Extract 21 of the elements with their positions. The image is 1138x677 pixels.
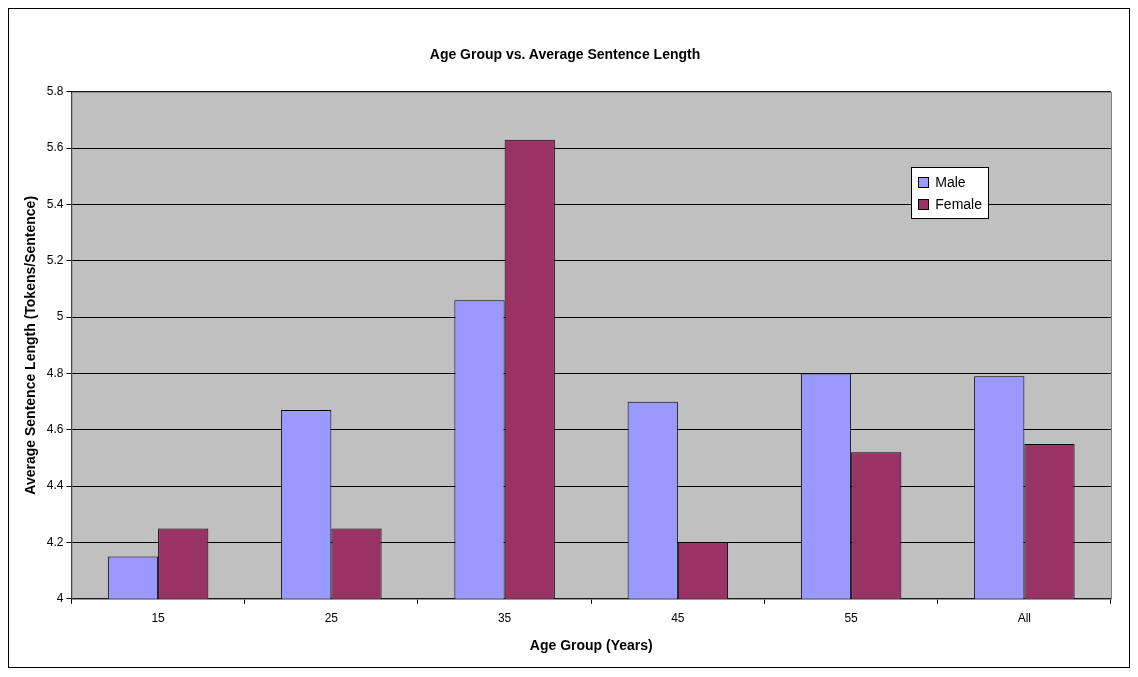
chart-title: Age Group vs. Average Sentence Length: [429, 46, 701, 63]
x-tick-label: All: [1017, 611, 1032, 626]
x-tick-label: 15: [151, 611, 166, 626]
x-tick-label: 55: [844, 611, 859, 626]
y-tick-label: 5.4: [46, 196, 64, 211]
legend-label: Female: [935, 195, 982, 214]
x-tick-label: 45: [671, 611, 685, 626]
x-axis-title: Age Group (Years): [529, 637, 653, 654]
y-tick-label: 4.6: [46, 422, 64, 437]
y-tick-label: 4.4: [46, 478, 64, 493]
legend-label: Male: [935, 173, 966, 192]
y-tick-label: 5.8: [46, 84, 64, 99]
y-tick-label: 5.6: [46, 140, 64, 155]
y-tick-label: 5: [56, 309, 64, 324]
y-axis-title: Average Sentence Length (Tokens/Sentence): [22, 195, 39, 495]
y-tick-label: 4.8: [46, 365, 64, 380]
x-tick-label: 35: [497, 611, 512, 626]
x-tick-label: 25: [324, 611, 339, 626]
y-tick-label: 4.2: [46, 534, 64, 549]
y-tick-label: 5.2: [46, 253, 64, 268]
y-tick-label: 4: [56, 591, 64, 606]
